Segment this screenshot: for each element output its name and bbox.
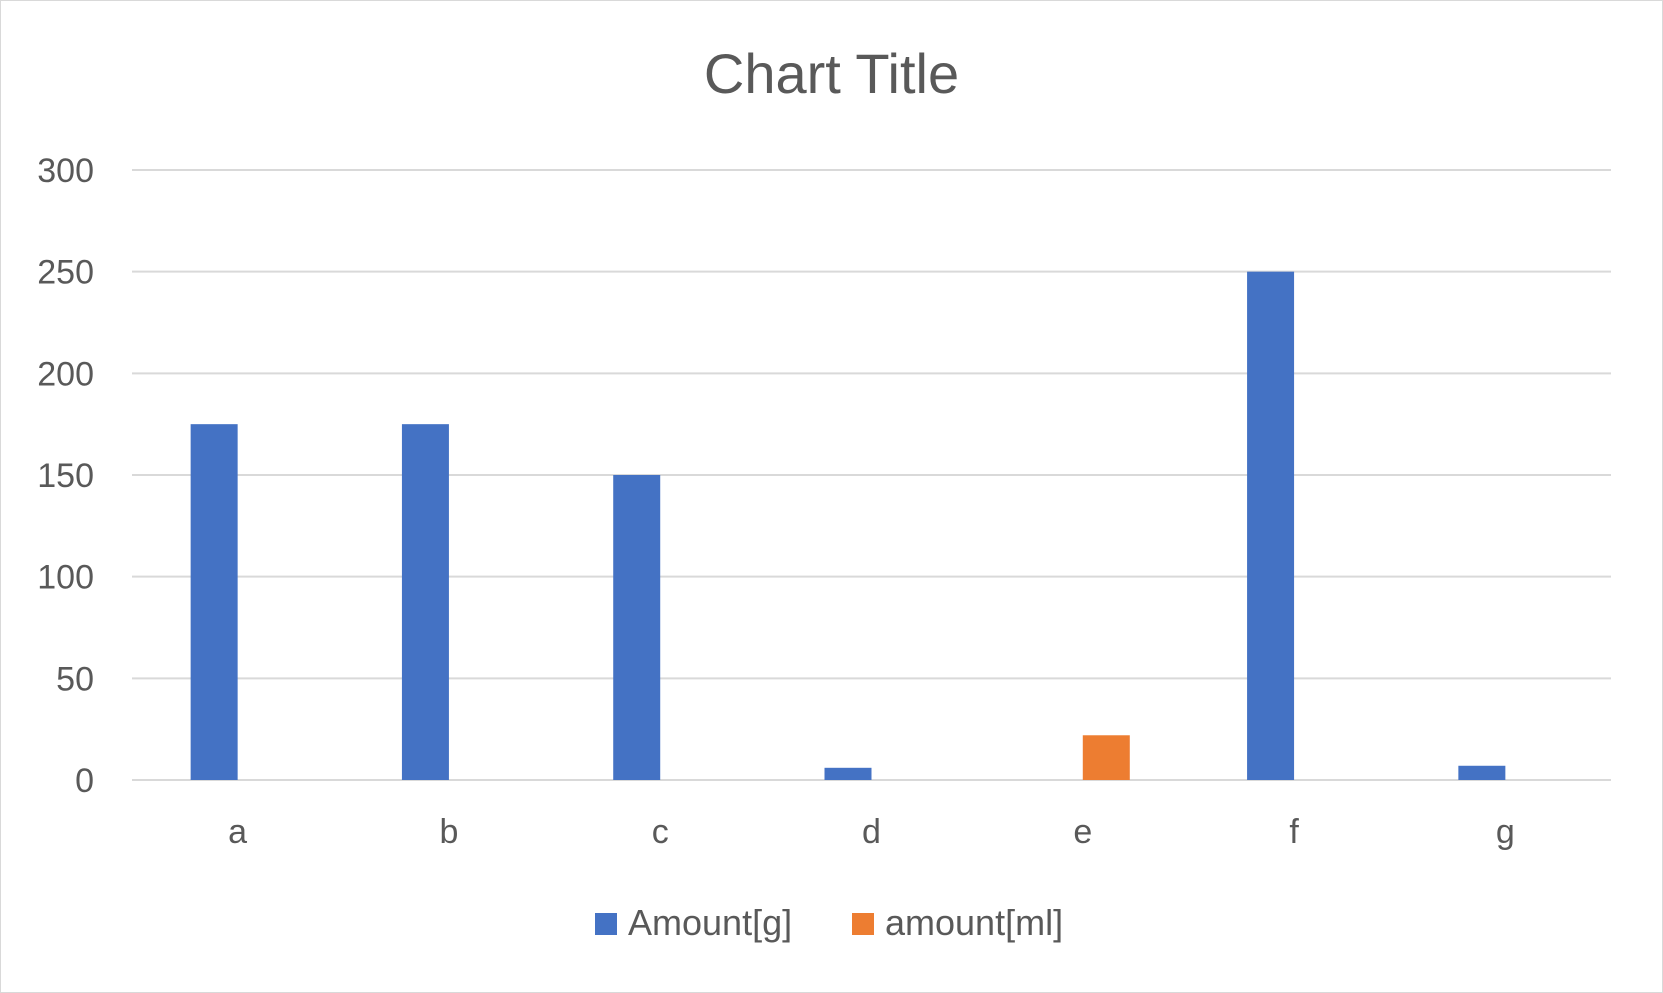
x-tick-label: d: [862, 813, 881, 851]
y-tick-label: 0: [75, 762, 94, 800]
legend-swatch-series-1: [595, 913, 617, 935]
bar-b-series-1: [401, 424, 449, 780]
x-tick-label: c: [652, 813, 669, 851]
x-tick-label: b: [439, 813, 458, 851]
x-tick-label: a: [228, 813, 247, 851]
bar-f-series-1: [1247, 271, 1295, 780]
bar-d-series-1: [824, 767, 872, 780]
chart-title: Chart Title: [703, 42, 960, 105]
legend: Amount[g] amount[ml]: [595, 902, 1063, 943]
gridlines: [132, 169, 1611, 781]
x-tick-label: e: [1073, 813, 1092, 851]
y-axis-tick-labels: 0 50 100 150 200 250 300: [37, 152, 94, 800]
y-tick-label: 300: [37, 152, 94, 190]
legend-label-series-2: amount[ml]: [885, 902, 1063, 943]
y-tick-label: 150: [37, 457, 94, 495]
bar-g-series-1: [1458, 765, 1506, 780]
legend-label-series-1: Amount[g]: [628, 902, 792, 943]
y-tick-label: 50: [56, 660, 94, 698]
bar-e-series-2: [1082, 735, 1130, 780]
y-tick-label: 100: [37, 559, 94, 597]
y-tick-label: 250: [37, 254, 94, 292]
x-axis-tick-labels: a b c d e f g: [228, 813, 1515, 851]
y-tick-label: 200: [37, 355, 94, 393]
bars: [190, 271, 1506, 780]
bar-c-series-1: [613, 475, 661, 780]
legend-swatch-series-2: [852, 913, 874, 935]
bar-a-series-1: [190, 424, 238, 780]
x-tick-label: g: [1496, 813, 1515, 851]
x-tick-label: f: [1289, 813, 1299, 851]
